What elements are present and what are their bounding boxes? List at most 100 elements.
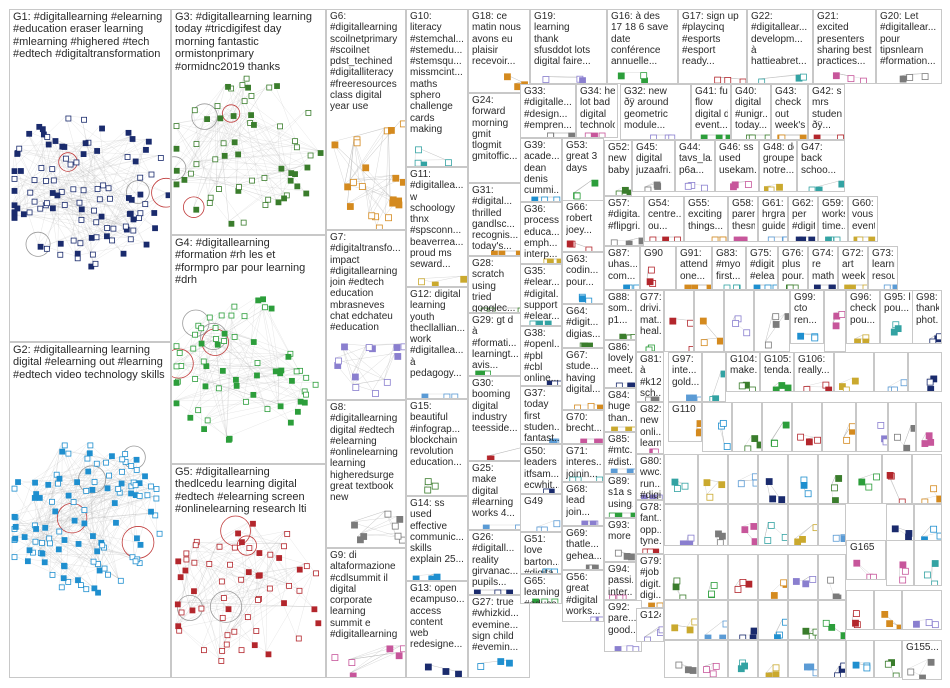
- node: [243, 398, 249, 405]
- node: [863, 664, 871, 672]
- group-panel-g82: G82: new onli... learn...: [636, 402, 664, 454]
- node: [192, 376, 199, 382]
- node: [26, 130, 33, 137]
- node: [424, 478, 432, 486]
- edge: [686, 618, 692, 628]
- edge: [11, 168, 80, 208]
- group-tile: [698, 504, 728, 546]
- edge: [26, 131, 52, 179]
- node: [412, 575, 420, 580]
- group-label: G92: pare... good...: [608, 602, 639, 636]
- group-panel-g32: G32: new ðÿ around geometric module...: [620, 84, 691, 140]
- edge: [224, 570, 314, 633]
- node: [105, 185, 112, 192]
- group-panel-g16: G16: à des 17 18 6 save date conférence …: [607, 9, 678, 84]
- node: [250, 391, 257, 398]
- node: [303, 190, 310, 197]
- edge: [11, 154, 126, 212]
- node: [628, 553, 635, 561]
- edge: [213, 325, 288, 352]
- node: [96, 567, 103, 574]
- node: [891, 525, 899, 533]
- node: [335, 357, 342, 365]
- edge: [120, 210, 152, 252]
- node: [231, 139, 238, 146]
- edge: [50, 174, 138, 207]
- group-panel-g5: G5: #digitallearning thedlcedu learning …: [171, 464, 326, 678]
- edge: [70, 148, 95, 239]
- node: [312, 381, 319, 388]
- group-graph: [732, 315, 751, 337]
- node: [662, 236, 670, 241]
- node: [267, 551, 274, 558]
- edge: [33, 526, 98, 569]
- node: [31, 495, 38, 501]
- edge: [32, 459, 124, 524]
- node: [83, 488, 90, 494]
- group-graph: [543, 258, 561, 263]
- group-graph: [648, 602, 663, 607]
- edge: [178, 354, 286, 364]
- edge: [335, 345, 370, 359]
- edge: [37, 455, 86, 496]
- edge: [32, 495, 131, 555]
- node: [189, 607, 196, 614]
- edge: [418, 276, 461, 279]
- edge: [75, 490, 118, 578]
- node: [215, 385, 222, 392]
- edge: [765, 664, 774, 674]
- node: [103, 459, 109, 466]
- group-panel-g8: G8: #digitallearning digital #edtech #el…: [326, 400, 406, 548]
- edge: [175, 596, 257, 624]
- edge: [921, 432, 927, 441]
- edge: [198, 303, 233, 342]
- node: [696, 396, 701, 401]
- group-label: G44: tavs_la... p6a...: [679, 142, 712, 176]
- group-tile: [818, 554, 846, 600]
- group-panel-g53: G53: great 3 days: [562, 138, 604, 202]
- edge: [65, 451, 119, 579]
- node: [137, 191, 144, 198]
- edge: [11, 176, 98, 197]
- node: [351, 373, 359, 381]
- edge: [281, 583, 287, 601]
- node: [772, 313, 780, 321]
- group-label: G66: robert joey...: [566, 202, 593, 236]
- group-graph: [770, 579, 787, 599]
- edge: [221, 331, 266, 407]
- edge: [21, 141, 47, 212]
- node: [94, 148, 101, 154]
- node: [11, 485, 18, 492]
- edge: [235, 151, 237, 185]
- edge: [921, 532, 938, 537]
- edge: [281, 178, 289, 196]
- node: [173, 123, 180, 130]
- node: [708, 590, 715, 598]
- node: [392, 174, 400, 182]
- edge: [87, 442, 96, 562]
- group-graph: [711, 236, 727, 241]
- node: [120, 250, 127, 257]
- node: [352, 384, 360, 391]
- node: [74, 479, 80, 486]
- group-panel-g22: G22: #digitallear... developm... à hatti…: [747, 9, 813, 84]
- edge: [178, 363, 303, 401]
- edge: [207, 314, 255, 374]
- node: [741, 662, 749, 670]
- edge: [234, 382, 314, 384]
- node: [256, 550, 263, 556]
- group-label: G1: #digitallearning #elearning #educati…: [13, 11, 163, 61]
- edge: [251, 122, 289, 171]
- group-graph: [566, 240, 593, 251]
- edge: [61, 450, 88, 538]
- node: [119, 456, 126, 463]
- node: [799, 236, 807, 241]
- edge: [65, 450, 135, 536]
- edge: [201, 600, 282, 648]
- edge: [351, 521, 400, 538]
- edge: [21, 492, 67, 535]
- self-loop: [222, 104, 241, 123]
- node: [931, 621, 939, 629]
- edge: [54, 192, 110, 239]
- edge: [907, 659, 929, 670]
